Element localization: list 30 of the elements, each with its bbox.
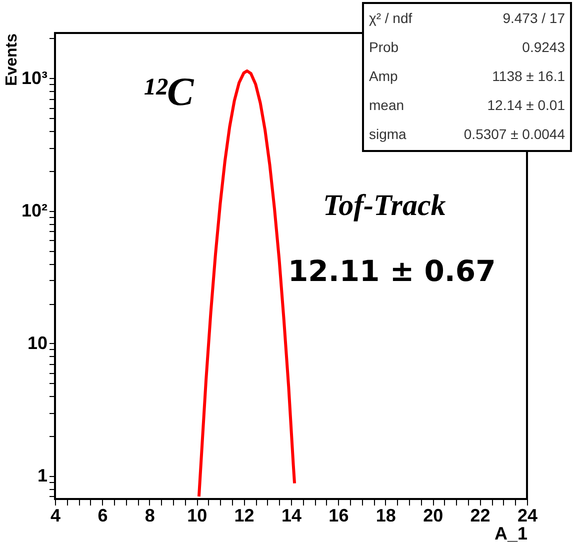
annotation: sigma xyxy=(369,126,407,142)
x-tick-label: 18 xyxy=(376,506,396,526)
annotation: 0.9243 xyxy=(522,39,566,55)
annotation: 12.11 ± 0.67 xyxy=(288,254,496,288)
x-tick-label: 4 xyxy=(50,506,61,526)
annotation: 1138 ± 16.1 xyxy=(492,68,566,84)
annotation: Amp xyxy=(369,68,398,84)
x-tick-label: 20 xyxy=(423,506,444,526)
y-tick-label: 10² xyxy=(21,200,48,220)
y-tick-label: 10³ xyxy=(21,68,48,88)
annotation: mean xyxy=(369,97,404,113)
annotation: Tof-Track xyxy=(323,189,446,222)
y-axis-title: Events xyxy=(3,33,20,86)
x-tick-label: 6 xyxy=(98,506,108,526)
x-tick-label: 16 xyxy=(328,506,349,526)
y-tick-label: 10 xyxy=(27,332,48,353)
annotation: ¹²C xyxy=(143,69,195,114)
y-tick-label: 1 xyxy=(37,465,48,486)
annotation: 0.5307 ± 0.0044 xyxy=(464,126,566,142)
annotation: Prob xyxy=(369,39,399,55)
x-tick-label: 14 xyxy=(281,506,302,526)
x-axis-title: A_1 xyxy=(494,524,528,544)
x-tick-label: 22 xyxy=(470,506,490,526)
annotation: 12.14 ± 0.01 xyxy=(487,97,566,113)
x-tick-label: 10 xyxy=(187,506,208,526)
text: χ² / ndf xyxy=(369,10,412,26)
text: 9.473 / 17 xyxy=(502,10,566,26)
x-tick-label: 24 xyxy=(517,506,538,526)
x-tick-label: 8 xyxy=(144,506,155,526)
x-tick-label: 12 xyxy=(234,506,254,526)
